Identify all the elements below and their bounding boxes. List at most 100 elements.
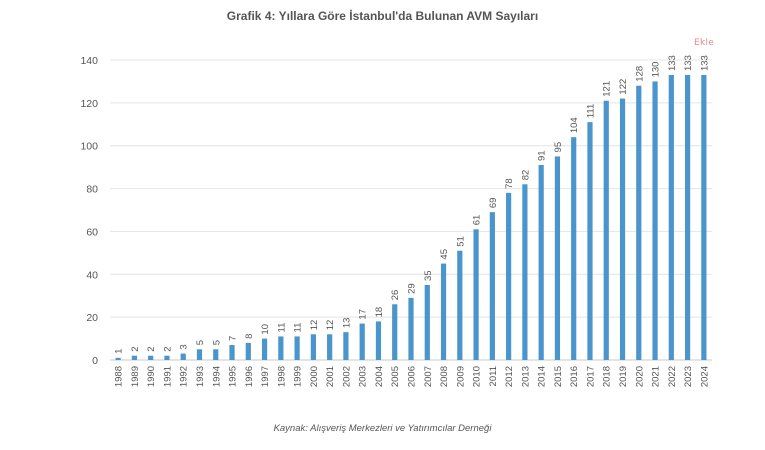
- x-tick-label: 1999: [293, 366, 304, 387]
- data-label: 133: [699, 55, 710, 71]
- data-label: 122: [618, 79, 629, 95]
- bar: [343, 332, 349, 360]
- y-tick-label: 60: [86, 226, 98, 238]
- data-label: 91: [537, 150, 548, 161]
- bar: [473, 229, 479, 360]
- x-tick-label: 2019: [618, 366, 629, 387]
- y-tick-label: 20: [86, 312, 98, 324]
- x-tick-label: 1995: [228, 366, 239, 387]
- x-tick-label: 1996: [244, 366, 255, 387]
- x-tick-label: 2018: [602, 366, 613, 387]
- x-tick-label: 1997: [260, 366, 271, 387]
- bar: [636, 85, 642, 360]
- data-label: 13: [341, 318, 352, 329]
- bar: [619, 98, 626, 361]
- bar: [245, 342, 251, 360]
- y-tick-label: 120: [80, 98, 98, 110]
- bar: [522, 184, 528, 360]
- bar: [213, 349, 219, 360]
- bar: [668, 75, 674, 360]
- data-label: 11: [276, 323, 287, 333]
- data-label: 11: [293, 323, 304, 333]
- x-tick-label: 2008: [439, 366, 450, 387]
- x-tick-label: 2014: [537, 366, 548, 387]
- x-tick-label: 2007: [423, 366, 434, 387]
- x-tick-label: 2001: [325, 366, 336, 387]
- bar: [294, 336, 300, 360]
- x-tick-label: 1988: [114, 366, 125, 387]
- x-tick-label: 2004: [374, 366, 385, 387]
- data-label: 133: [667, 55, 678, 71]
- data-label: 8: [244, 334, 255, 339]
- data-label: 61: [472, 215, 483, 226]
- x-tick-label: 2011: [488, 366, 499, 386]
- data-label: 7: [228, 336, 239, 341]
- data-label: 45: [439, 249, 450, 260]
- chart-title: Grafik 4: Yıllara Göre İstanbul'da Bulun…: [226, 9, 539, 23]
- bar: [440, 263, 447, 360]
- bar: [603, 100, 609, 360]
- data-label: 121: [602, 81, 613, 97]
- bar: [310, 334, 316, 360]
- bar: [408, 297, 414, 360]
- data-label: 128: [634, 66, 645, 82]
- x-tick-label: 1994: [211, 366, 222, 387]
- bar: [196, 349, 203, 360]
- data-label: 51: [455, 236, 466, 247]
- bar: [164, 355, 170, 360]
- data-label: 5: [211, 340, 222, 345]
- x-tick-label: 2015: [553, 366, 564, 387]
- bar: [652, 81, 658, 360]
- x-tick-label: 1991: [162, 366, 173, 387]
- x-tick-label: 2016: [569, 366, 580, 387]
- x-tick-label: 2023: [683, 366, 694, 387]
- bar: [554, 156, 561, 360]
- data-label: 18: [374, 307, 385, 318]
- data-label: 133: [683, 55, 694, 71]
- data-label: 12: [309, 320, 320, 331]
- bar: [457, 250, 463, 360]
- data-label: 95: [553, 142, 564, 153]
- data-label: 78: [504, 178, 515, 189]
- data-label: 2: [162, 346, 173, 351]
- data-label: 17: [358, 309, 369, 320]
- y-tick-label: 80: [86, 184, 98, 196]
- y-tick-label: 100: [80, 141, 98, 153]
- x-tick-label: 1990: [146, 366, 157, 387]
- y-tick-label: 0: [92, 355, 98, 367]
- data-label: 3: [179, 344, 190, 349]
- x-tick-label: 1998: [276, 366, 287, 387]
- data-label: 82: [520, 170, 531, 181]
- bar: [359, 323, 365, 360]
- bar: [538, 165, 544, 360]
- bar: [587, 122, 593, 361]
- bar: [180, 353, 186, 360]
- x-tick-label: 2012: [504, 366, 515, 387]
- source-note: Kaynak: Alışveriş Merkezleri ve Yatırımc…: [273, 423, 492, 434]
- watermark: Ekle: [694, 38, 715, 48]
- bar: [489, 212, 495, 360]
- x-tick-label: 2005: [390, 366, 401, 387]
- bar: [261, 338, 268, 360]
- x-tick-label: 2017: [585, 366, 596, 387]
- data-label: 2: [146, 346, 157, 351]
- bar: [327, 334, 333, 360]
- x-tick-label: 2006: [407, 366, 418, 387]
- bar: [506, 192, 512, 360]
- data-label: 29: [407, 283, 418, 294]
- bar: [571, 137, 577, 360]
- bar: [278, 336, 284, 360]
- x-tick-label: 2003: [358, 366, 369, 387]
- x-tick-label: 1992: [179, 366, 190, 387]
- bar: [131, 355, 138, 360]
- bar: [115, 357, 121, 360]
- x-tick-label: 2020: [634, 366, 645, 387]
- data-label: 130: [651, 62, 662, 78]
- x-tick-label: 2024: [699, 366, 710, 387]
- x-tick-label: 2010: [472, 366, 483, 387]
- x-tick-label: 2000: [309, 366, 320, 387]
- data-label: 26: [390, 290, 401, 301]
- x-tick-label: 2013: [520, 366, 531, 387]
- x-tick-label: 2021: [651, 366, 662, 387]
